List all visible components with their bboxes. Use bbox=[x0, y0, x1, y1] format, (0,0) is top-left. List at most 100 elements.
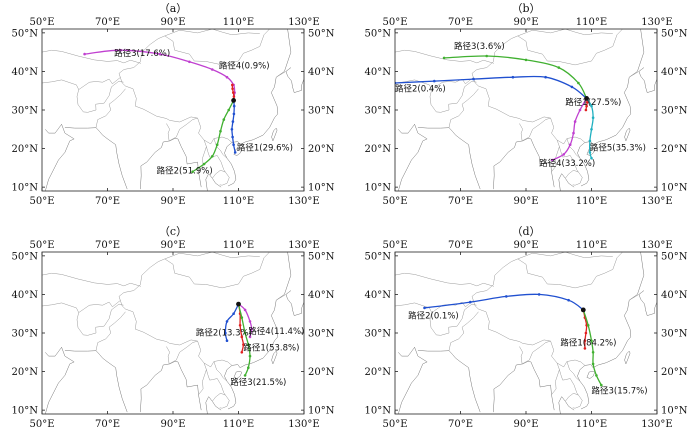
trajectory-point bbox=[240, 335, 244, 339]
country-border bbox=[118, 73, 233, 145]
x-tick-label: 90°E bbox=[513, 17, 538, 28]
coastline bbox=[493, 138, 555, 190]
country-border bbox=[118, 252, 288, 297]
x-tick-label: 90°E bbox=[160, 17, 185, 28]
trajectory-routes bbox=[395, 54, 595, 162]
y-tick-label: 40°N bbox=[308, 67, 335, 78]
trajectory-point bbox=[243, 331, 247, 335]
x-tick-label: 130°E bbox=[288, 240, 319, 251]
source-point-marker bbox=[231, 98, 237, 103]
y-tick-label: 40°N bbox=[308, 290, 335, 301]
country-border bbox=[566, 138, 581, 159]
y-tick-label: 30°N bbox=[308, 106, 335, 117]
panel-label: （a） bbox=[159, 2, 188, 15]
coastline bbox=[558, 396, 575, 414]
y-tick-label: 30°N bbox=[661, 106, 688, 117]
x-tick-label: 70°E bbox=[448, 196, 473, 207]
trajectory-point bbox=[485, 54, 488, 58]
country-border bbox=[42, 49, 141, 64]
map-background bbox=[395, 252, 657, 414]
x-tick-label: 70°E bbox=[95, 419, 120, 430]
route-label: 路径3(3.6%) bbox=[454, 41, 505, 52]
trajectory-point bbox=[573, 120, 577, 123]
x-tick-label: 110°E bbox=[223, 240, 254, 251]
trajectory-route-2 bbox=[424, 293, 584, 311]
country-border bbox=[164, 29, 260, 37]
trajectory-point bbox=[243, 308, 247, 312]
trajectory-point bbox=[211, 155, 214, 158]
x-tick-label: 130°E bbox=[641, 419, 672, 430]
x-tick-label: 50°E bbox=[382, 419, 407, 430]
country-border bbox=[203, 363, 226, 396]
trajectory-point bbox=[243, 374, 247, 377]
x-tick-label: 90°E bbox=[513, 196, 538, 207]
map-panel-c: （c） 路径2(13.3%) 路径1(53.8%) 路径4(11.4%) 路径3(21.… bbox=[12, 225, 335, 430]
trajectory-point bbox=[202, 162, 206, 166]
x-tick-label: 90°E bbox=[160, 196, 185, 207]
trajectory-point bbox=[227, 108, 230, 112]
country-border bbox=[164, 252, 260, 260]
x-tick-label: 50°E bbox=[29, 17, 54, 28]
x-tick-label: 90°E bbox=[160, 419, 185, 430]
trajectory-point bbox=[572, 131, 575, 135]
y-tick-label: 10°N bbox=[661, 406, 688, 417]
coastline bbox=[493, 361, 555, 413]
trajectory-point bbox=[591, 362, 595, 366]
trajectory-point bbox=[238, 324, 242, 327]
trajectory-point bbox=[248, 335, 252, 339]
country-border bbox=[42, 302, 124, 336]
route-label: 路径1(53.8%) bbox=[243, 342, 299, 353]
route-label: 路径1(29.6%) bbox=[237, 143, 293, 154]
basemap bbox=[395, 29, 657, 191]
trajectory-point bbox=[588, 151, 592, 154]
coastline bbox=[417, 127, 481, 190]
coastline bbox=[638, 67, 657, 93]
y-tick-label: 20°N bbox=[365, 367, 392, 378]
route-label: 路径4(33.2%) bbox=[539, 158, 595, 169]
country-border bbox=[556, 363, 579, 396]
source-point-marker bbox=[584, 96, 589, 101]
country-border bbox=[629, 67, 645, 78]
trajectory-point bbox=[584, 108, 588, 112]
coastline bbox=[140, 138, 202, 190]
trajectory-point bbox=[250, 327, 253, 331]
trajectory-route-3 bbox=[444, 55, 588, 99]
coastline bbox=[224, 29, 292, 187]
trajectory-point bbox=[158, 52, 162, 56]
y-tick-label: 30°N bbox=[365, 329, 392, 340]
trajectory-point bbox=[562, 153, 565, 156]
x-tick-label: 50°E bbox=[382, 196, 407, 207]
y-tick-label: 20°N bbox=[661, 367, 688, 378]
trajectory-point bbox=[247, 343, 250, 346]
y-tick-label: 10°N bbox=[308, 406, 335, 417]
route-label: 路径3(17.6%) bbox=[114, 48, 170, 59]
y-tick-label: 50°N bbox=[308, 28, 335, 39]
coastline bbox=[638, 290, 657, 316]
y-tick-label: 10°N bbox=[12, 406, 39, 417]
trajectory-point bbox=[568, 143, 572, 146]
map-panel-b: （b） 路径3(3.6%) 路径2(0.4%) 路径1(27.5%) 路径4(33.2%… bbox=[365, 2, 688, 207]
trajectory-point bbox=[557, 66, 561, 69]
country-border bbox=[213, 138, 228, 159]
y-tick-label: 20°N bbox=[308, 144, 335, 155]
country-border bbox=[565, 392, 583, 409]
map-background bbox=[42, 252, 304, 414]
x-tick-label: 70°E bbox=[95, 240, 120, 251]
trajectory-point bbox=[242, 343, 245, 346]
trajectory-point bbox=[225, 339, 229, 342]
x-tick-label: 130°E bbox=[288, 17, 319, 28]
trajectory-point bbox=[591, 351, 595, 354]
trajectory-point bbox=[232, 91, 235, 94]
trajectory-point bbox=[215, 143, 219, 146]
country-border bbox=[448, 88, 479, 128]
trajectory-point bbox=[469, 300, 472, 304]
country-border bbox=[431, 77, 474, 90]
trajectory-point bbox=[222, 118, 226, 121]
y-tick-label: 20°N bbox=[365, 144, 392, 155]
trajectory-routes bbox=[224, 301, 253, 377]
y-tick-label: 50°N bbox=[661, 251, 688, 262]
country-border bbox=[212, 169, 230, 186]
x-tick-label: 110°E bbox=[223, 196, 254, 207]
trajectory-point bbox=[511, 75, 515, 79]
